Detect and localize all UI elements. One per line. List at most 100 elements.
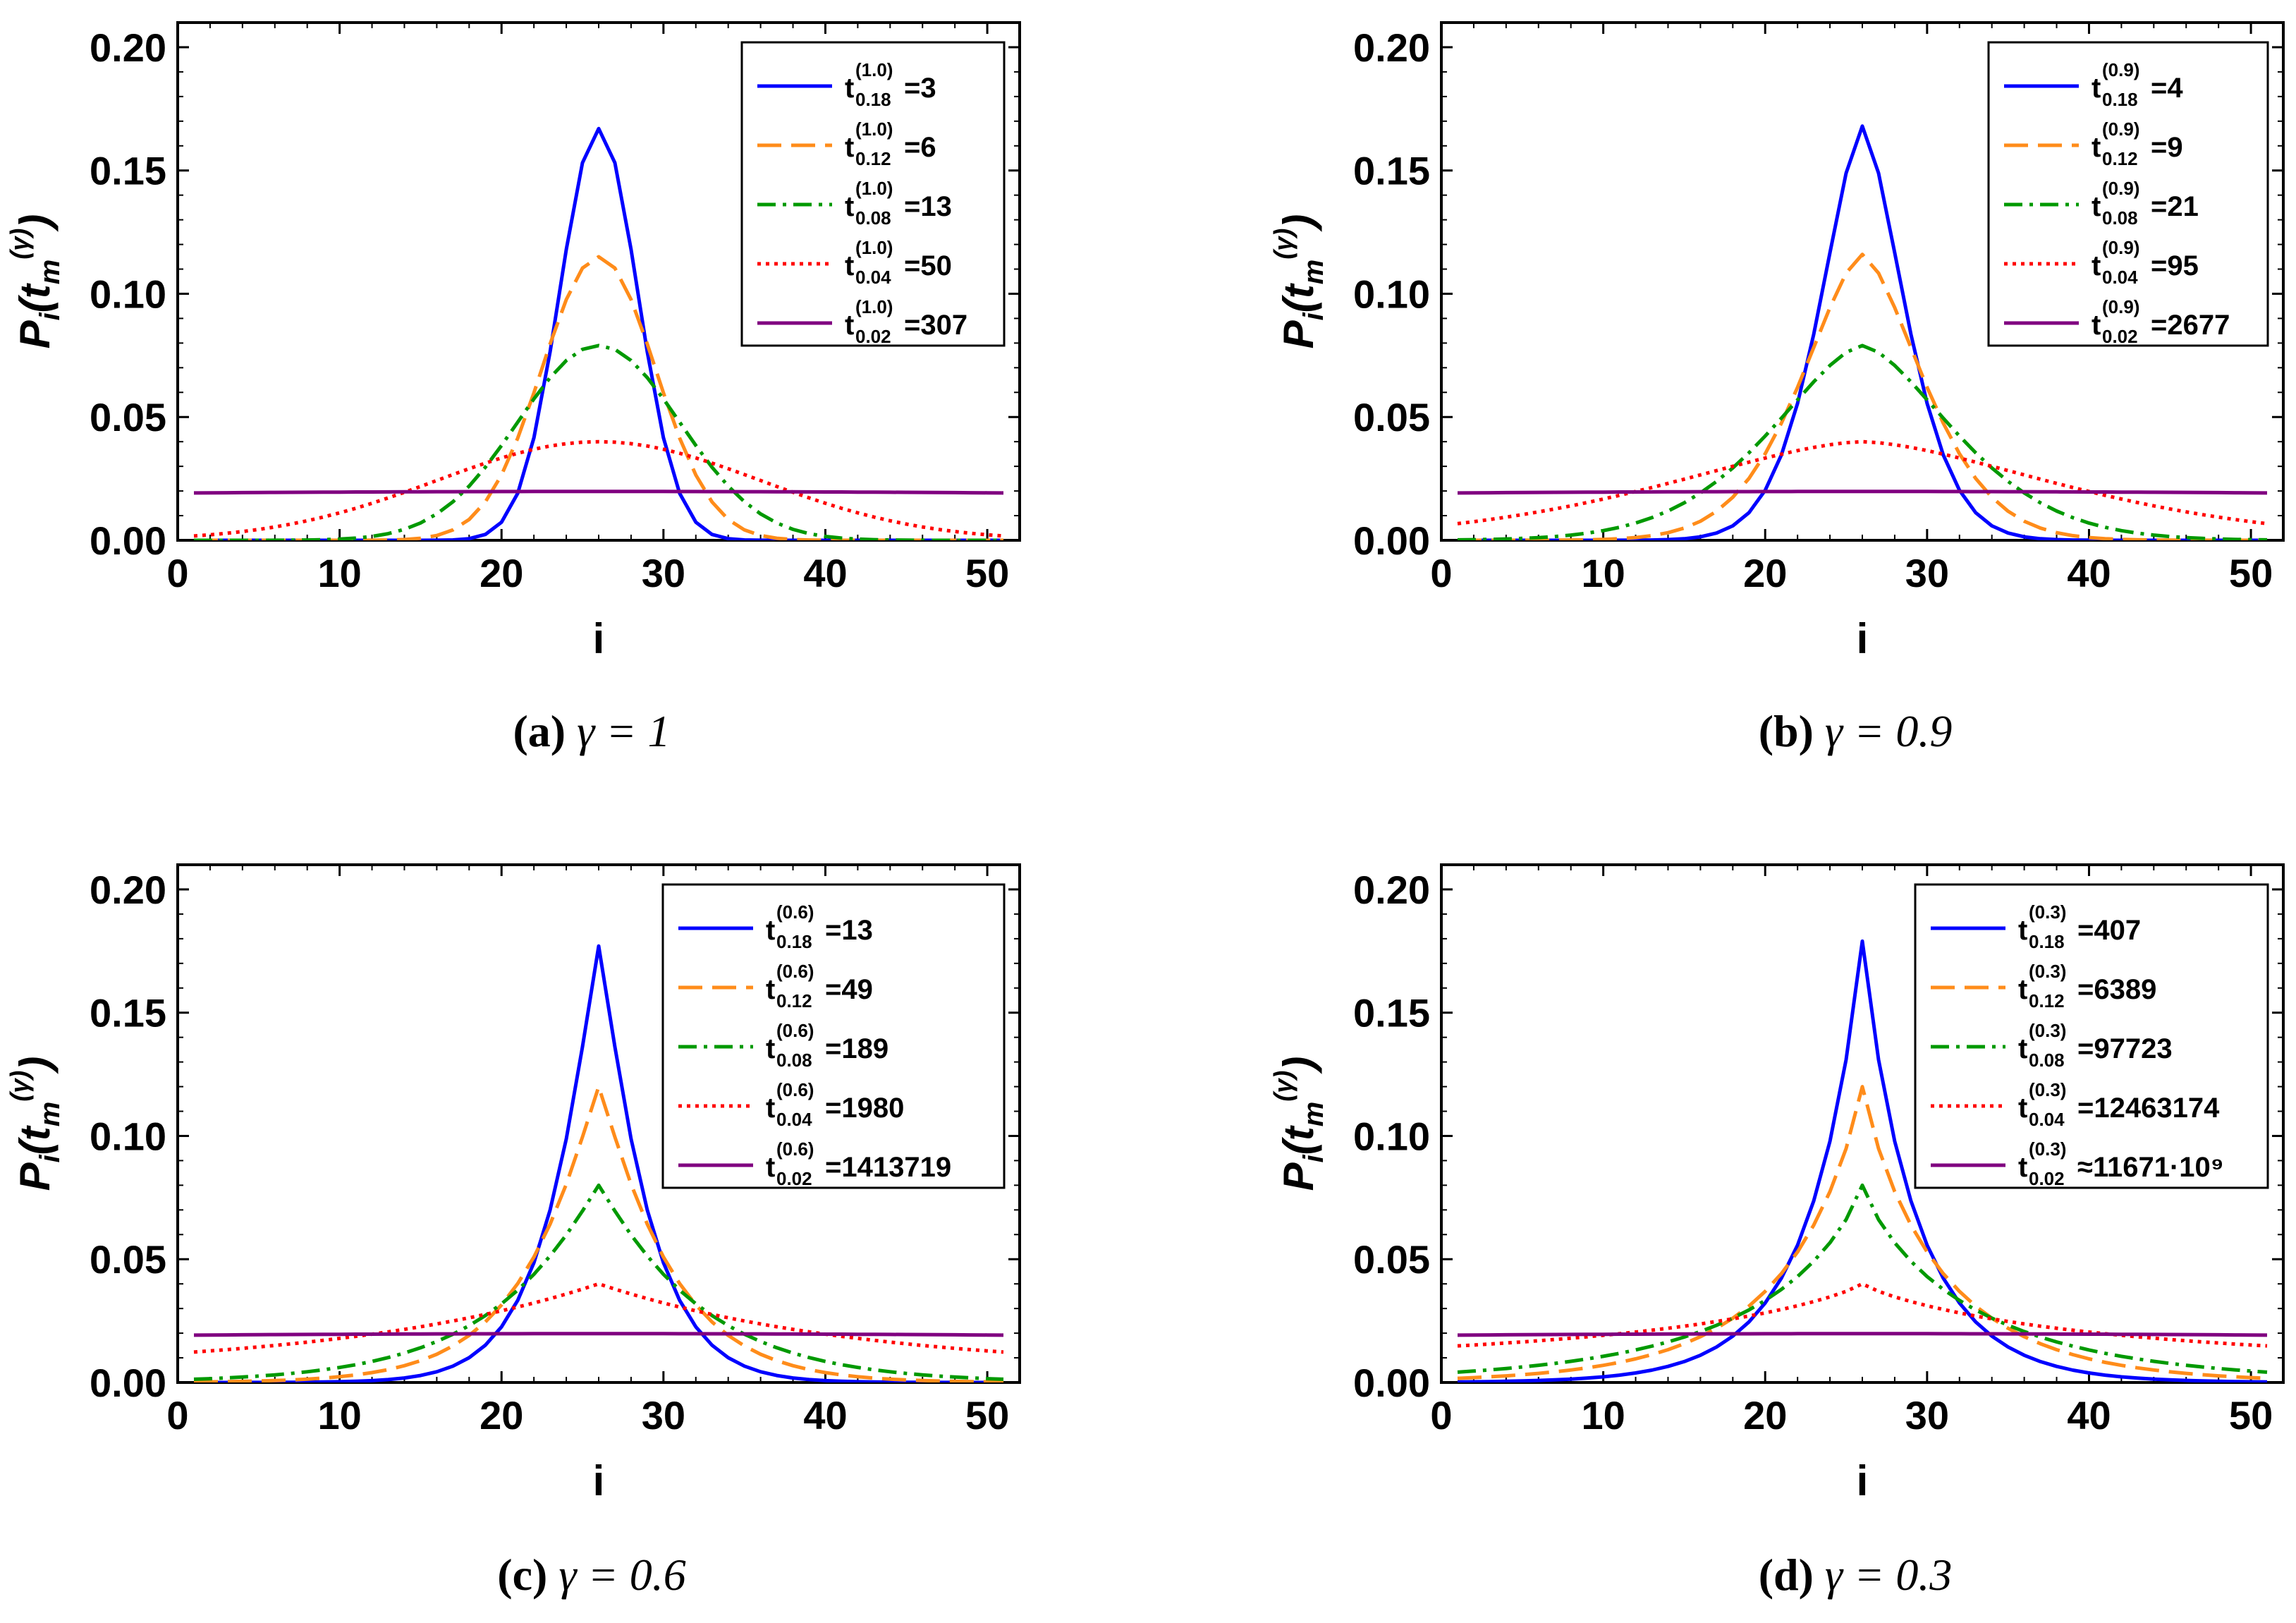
y-axis-label: Pi(tm(γ)) xyxy=(1269,1057,1329,1191)
x-tick-label: 20 xyxy=(1743,551,1787,595)
legend-sup: (0.3) xyxy=(2029,901,2066,923)
x-tick-label: 50 xyxy=(965,1393,1009,1437)
y-tick-label: 0.10 xyxy=(90,272,166,316)
legend-value: =3 xyxy=(904,73,936,104)
legend: t(0.6)0.18 =13t(0.6)0.12 =49t(0.6)0.08 =189… xyxy=(661,883,1006,1189)
legend-sub: 0.04 xyxy=(2102,267,2138,288)
legend-t: t xyxy=(845,310,854,341)
legend-sup: (0.9) xyxy=(2102,178,2139,199)
legend-sup: (1.0) xyxy=(855,296,893,317)
y-tick-label: 0.00 xyxy=(1353,518,1430,563)
legend-sub: 0.12 xyxy=(2102,148,2138,169)
y-tick-label: 0.05 xyxy=(90,1237,166,1282)
y-tick-label: 0.05 xyxy=(90,395,166,439)
legend-sup: (0.3) xyxy=(2029,1079,2066,1100)
legend-t: t xyxy=(2092,191,2101,222)
y-tick-label: 0.05 xyxy=(1353,1237,1430,1282)
legend-sub: 0.18 xyxy=(2102,89,2138,110)
x-axis-label: i xyxy=(593,1457,605,1505)
y-tick-label: 0.05 xyxy=(1353,395,1430,439)
x-tick-label: 30 xyxy=(642,551,685,595)
legend-sup: (0.9) xyxy=(2102,118,2139,140)
legend-value: =189 xyxy=(825,1033,889,1064)
legend-t: t xyxy=(2018,1093,2027,1124)
legend: t(1.0)0.18 =3t(1.0)0.12 =6t(1.0)0.08 =13t(1… xyxy=(740,41,1006,347)
y-tick-label: 0.00 xyxy=(1353,1361,1430,1405)
y-tick-label: 0.20 xyxy=(90,868,166,912)
x-tick-label: 0 xyxy=(1430,551,1452,595)
y-axis-label: Pi(tm(γ)) xyxy=(1269,214,1329,349)
legend-sup: (0.9) xyxy=(2102,296,2139,317)
x-tick-label: 50 xyxy=(2229,1393,2273,1437)
series-line-5 xyxy=(193,1332,1004,1337)
legend-value: =13 xyxy=(825,915,873,946)
legend-sup: (0.6) xyxy=(776,1138,814,1160)
series-line-4 xyxy=(193,439,1004,538)
series-line-1 xyxy=(1458,124,2267,540)
x-axis-label: i xyxy=(1857,1457,1869,1505)
x-tick-label: 40 xyxy=(803,1393,847,1437)
panel-caption: (c) γ = 0.6 xyxy=(497,1550,685,1600)
legend-sup: (0.6) xyxy=(776,1020,814,1041)
legend-t: t xyxy=(766,1033,775,1064)
legend-sub: 0.04 xyxy=(855,267,891,288)
series-line-4 xyxy=(1457,1282,2268,1348)
legend-sub: 0.02 xyxy=(855,326,891,347)
legend-t: t xyxy=(766,1093,775,1124)
legend-t: t xyxy=(766,915,775,946)
series-line-3 xyxy=(194,344,1003,540)
curves xyxy=(193,126,1004,540)
legend: t(0.9)0.18 =4t(0.9)0.12 =9t(0.9)0.08 =21t(0… xyxy=(1987,41,2269,347)
series-line-1 xyxy=(194,944,1003,1382)
legend-sup: (0.6) xyxy=(776,901,814,923)
series-line-1 xyxy=(1457,939,2268,1382)
legend-t: t xyxy=(2092,310,2101,341)
x-tick-label: 10 xyxy=(317,1393,361,1437)
y-tick-label: 0.20 xyxy=(1353,25,1430,70)
y-tick-label: 0.20 xyxy=(1353,868,1430,912)
legend-t: t xyxy=(2018,1033,2027,1064)
legend-box xyxy=(1914,883,2269,1189)
legend-t: t xyxy=(2092,250,2101,281)
chart-panel-d: 0 10 20 30 40 50 0.00 0.05 0.10 0.15 0.20 i Pi(tm(γ)… xyxy=(1269,863,2285,1600)
x-tick-label: 20 xyxy=(480,1393,523,1437)
legend-sup: (0.6) xyxy=(776,1079,814,1100)
legend-sub: 0.18 xyxy=(855,89,891,110)
panel-caption: (a) γ = 1 xyxy=(513,706,670,756)
legend-t: t xyxy=(2092,73,2101,104)
x-tick-label: 20 xyxy=(480,551,523,595)
x-tick-label: 0 xyxy=(166,1393,188,1437)
y-tick-label: 0.15 xyxy=(90,991,166,1035)
x-tick-label: 10 xyxy=(1581,1393,1625,1437)
legend-sub: 0.08 xyxy=(855,207,891,229)
legend-sup: (1.0) xyxy=(855,237,893,258)
x-tick-label: 30 xyxy=(642,1393,685,1437)
series-line-5 xyxy=(193,490,1004,495)
chart-panel-a: 0 10 20 30 40 50 0.00 0.05 0.10 0.15 0.20 i Pi(tm(γ)… xyxy=(5,21,1021,756)
series-line-3 xyxy=(1457,1183,2268,1374)
legend-value: =6 xyxy=(904,132,936,163)
chart-panel-b: 0 10 20 30 40 50 0.00 0.05 0.10 0.15 0.20 i Pi(tm(γ)… xyxy=(1269,21,2285,756)
legend-box xyxy=(740,41,1006,347)
series-line-4 xyxy=(193,1282,1004,1354)
legend-t: t xyxy=(845,73,854,104)
series-line-4 xyxy=(1457,439,2268,525)
x-tick-label: 10 xyxy=(1581,551,1625,595)
legend-sub: 0.04 xyxy=(2029,1109,2065,1130)
legend-t: t xyxy=(845,250,854,281)
series-line-5 xyxy=(1457,490,2268,495)
series-line-2 xyxy=(1458,253,2267,540)
legend-t: t xyxy=(766,974,775,1005)
legend-sup: (0.6) xyxy=(776,961,814,982)
x-tick-label: 20 xyxy=(1743,1393,1787,1437)
series-line-3 xyxy=(1457,344,2268,540)
legend-sup: (0.3) xyxy=(2029,1138,2066,1160)
legend-sub: 0.12 xyxy=(855,148,891,169)
series-line-5 xyxy=(1457,1332,2268,1337)
legend-value: =307 xyxy=(904,310,967,341)
legend-sub: 0.04 xyxy=(776,1109,812,1130)
legend-t: t xyxy=(2018,974,2027,1005)
legend-value: =2677 xyxy=(2151,310,2230,341)
x-tick-label: 30 xyxy=(1905,1393,1949,1437)
